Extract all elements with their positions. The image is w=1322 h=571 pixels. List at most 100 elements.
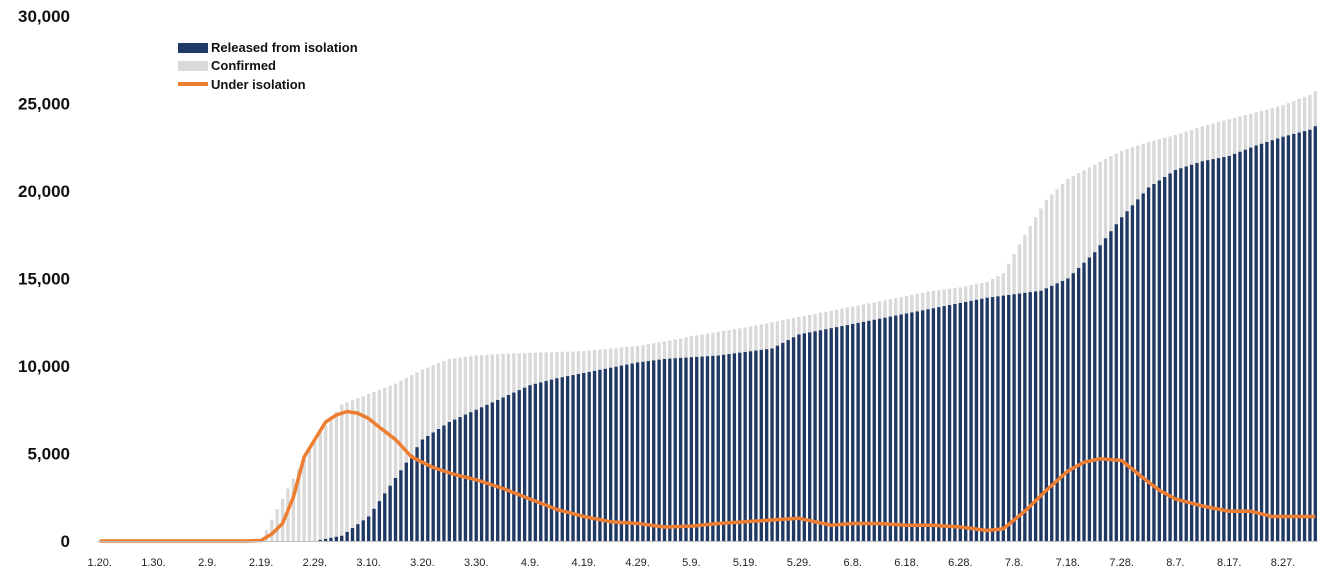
released-bar	[1206, 160, 1210, 541]
released-bar	[1125, 211, 1129, 542]
released-bar	[1195, 163, 1199, 541]
x-tick-label: 8.17.	[1217, 557, 1241, 569]
released-bar	[652, 360, 656, 541]
released-bar	[1130, 205, 1135, 541]
released-bar	[533, 383, 538, 541]
confirmed-bar	[297, 468, 301, 541]
released-bar	[1184, 166, 1188, 541]
y-tick-label: 10,000	[18, 357, 70, 376]
released-bar	[399, 470, 403, 541]
released-bar	[1157, 180, 1161, 541]
released-bar	[641, 361, 645, 541]
confirmed-bar	[393, 383, 398, 541]
x-tick-label: 4.19.	[572, 557, 596, 569]
x-tick-label: 6.28.	[948, 557, 972, 569]
x-tick-label: 6.8.	[844, 557, 862, 569]
released-bar	[318, 539, 322, 541]
released-bar	[1297, 132, 1301, 542]
released-bar	[1109, 231, 1113, 541]
released-bar	[1152, 184, 1156, 541]
released-bar	[576, 374, 581, 541]
released-bar	[883, 317, 887, 541]
released-bar	[1163, 177, 1167, 541]
released-bar	[915, 311, 919, 541]
released-bar	[1146, 187, 1151, 541]
released-bar	[350, 528, 355, 541]
released-bar	[1211, 159, 1215, 541]
released-bar	[1254, 145, 1258, 541]
released-bar	[1200, 161, 1205, 541]
legend-label-confirmed: Confirmed	[211, 58, 276, 73]
released-bar	[958, 303, 962, 541]
y-tick-label: 0	[61, 532, 70, 551]
confirmed-bar	[307, 449, 312, 541]
released-bar	[393, 478, 398, 541]
released-bar	[571, 375, 575, 541]
confirmed-bar	[323, 425, 328, 541]
released-bar	[372, 508, 376, 541]
released-bar	[609, 367, 613, 541]
released-bar	[856, 322, 860, 541]
released-bar	[630, 363, 634, 541]
x-tick-label: 7.8.	[1005, 557, 1023, 569]
x-tick-label: 6.18.	[894, 557, 918, 569]
released-bar	[625, 364, 629, 541]
released-bar	[861, 321, 866, 541]
released-bar	[1259, 143, 1264, 541]
released-bar	[334, 536, 339, 541]
x-tick-label: 8.27.	[1271, 557, 1295, 569]
released-bar	[431, 432, 435, 541]
released-bar	[964, 301, 968, 541]
released-bar	[1292, 133, 1296, 541]
confirmed-bar	[350, 400, 355, 541]
confirmed-bar	[340, 404, 344, 541]
released-bar	[1017, 293, 1022, 541]
released-bar	[851, 324, 855, 541]
released-bar	[619, 365, 624, 541]
released-bar	[1265, 142, 1269, 541]
released-bar	[614, 366, 618, 541]
released-bar	[442, 425, 446, 541]
released-bar	[356, 524, 360, 541]
y-tick-label: 20,000	[18, 182, 70, 201]
released-bar	[786, 340, 790, 541]
confirmed-bar	[345, 402, 349, 541]
released-bar	[716, 355, 720, 541]
released-bar	[1050, 285, 1054, 541]
released-bar	[1238, 151, 1242, 542]
released-bar	[1222, 157, 1226, 542]
released-bar	[931, 308, 936, 541]
released-bar	[377, 501, 382, 541]
released-bar	[711, 355, 715, 541]
released-bar	[1281, 136, 1285, 541]
x-tick-label: 7.28.	[1109, 557, 1133, 569]
x-tick-label: 3.30.	[464, 557, 488, 569]
released-bar	[867, 320, 871, 541]
released-bar	[528, 385, 532, 541]
released-bar	[840, 326, 844, 541]
released-bar	[415, 447, 419, 541]
released-bar	[1270, 140, 1274, 541]
released-bar	[748, 351, 753, 541]
released-bar	[781, 342, 785, 541]
released-bar	[818, 330, 823, 541]
released-bar	[506, 395, 511, 541]
released-bar	[657, 359, 661, 541]
released-bar	[980, 298, 984, 541]
x-tick-label: 1.20.	[87, 557, 111, 569]
released-bar	[1173, 170, 1178, 541]
y-tick-label: 30,000	[18, 7, 70, 26]
released-bar	[1103, 238, 1108, 541]
released-bar	[829, 328, 833, 541]
released-bar	[1071, 273, 1075, 541]
x-tick-label: 4.29.	[625, 557, 649, 569]
released-bar	[458, 417, 462, 541]
released-bar	[479, 407, 484, 541]
released-bar	[1044, 288, 1049, 541]
released-bar	[1093, 252, 1097, 541]
released-bar	[410, 454, 414, 541]
y-axis: 0 5,000 10,000 15,000 20,000 25,000 30,000	[18, 7, 1318, 551]
x-tick-label: 5.19.	[733, 557, 757, 569]
released-bar	[877, 318, 882, 541]
released-bar	[808, 332, 812, 541]
